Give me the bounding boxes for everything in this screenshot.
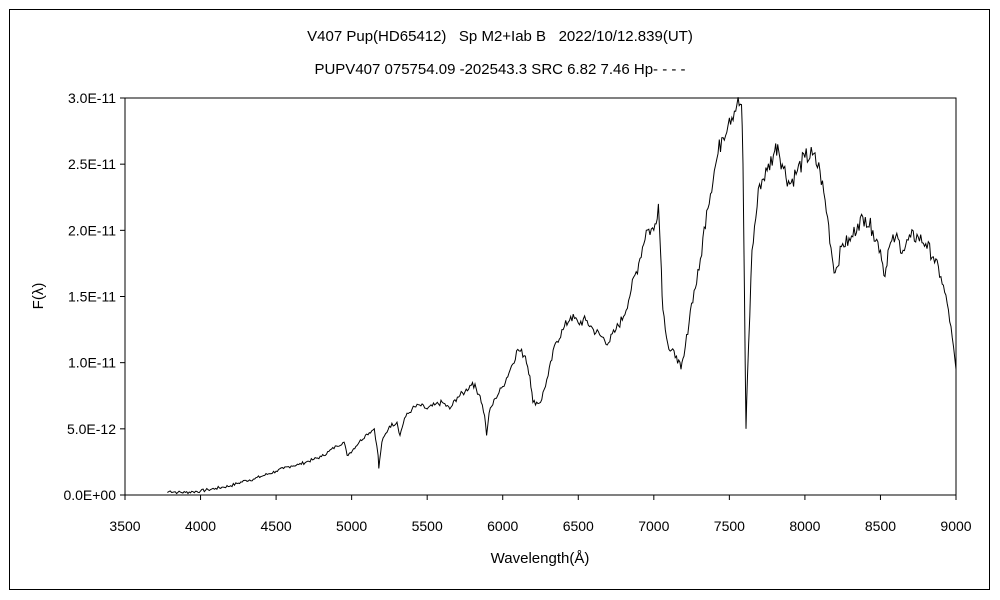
x-axis-title: Wavelength(Å) xyxy=(491,550,590,567)
spectrum-line xyxy=(167,97,957,495)
x-tick-label: 7500 xyxy=(714,518,745,534)
chart-frame xyxy=(9,9,990,590)
y-tick-label: 1.0E-11 xyxy=(68,355,116,371)
x-tick-label: 4000 xyxy=(185,518,216,534)
y-tick-label: 3.0E-11 xyxy=(68,90,116,106)
y-tick-label: 1.5E-11 xyxy=(68,289,116,305)
chart-title: V407 Pup(HD65412) Sp M2+Iab B 2022/10/12… xyxy=(307,28,693,45)
x-tick-label: 4500 xyxy=(261,518,292,534)
chart-subtitle: PUPV407 075754.09 -202543.3 SRC 6.82 7.4… xyxy=(314,61,686,78)
y-tick-label: 5.0E-12 xyxy=(67,421,116,437)
x-tick-label: 7000 xyxy=(638,518,669,534)
x-tick-label: 8000 xyxy=(789,518,820,534)
y-tick-label: 2.0E-11 xyxy=(68,222,116,238)
x-tick-label: 5000 xyxy=(336,518,367,534)
x-tick-label: 3500 xyxy=(109,518,140,534)
x-tick-label: 8500 xyxy=(865,518,896,534)
plot-area xyxy=(124,97,957,496)
y-axis-title: F(λ) xyxy=(30,283,47,310)
x-tick-label: 6000 xyxy=(487,518,518,534)
x-tick-label: 5500 xyxy=(412,518,443,534)
y-tick-label: 0.0E+00 xyxy=(63,487,116,503)
x-tick-label: 6500 xyxy=(563,518,594,534)
x-tick-label: 9000 xyxy=(940,518,971,534)
y-tick-label: 2.5E-11 xyxy=(68,156,116,172)
